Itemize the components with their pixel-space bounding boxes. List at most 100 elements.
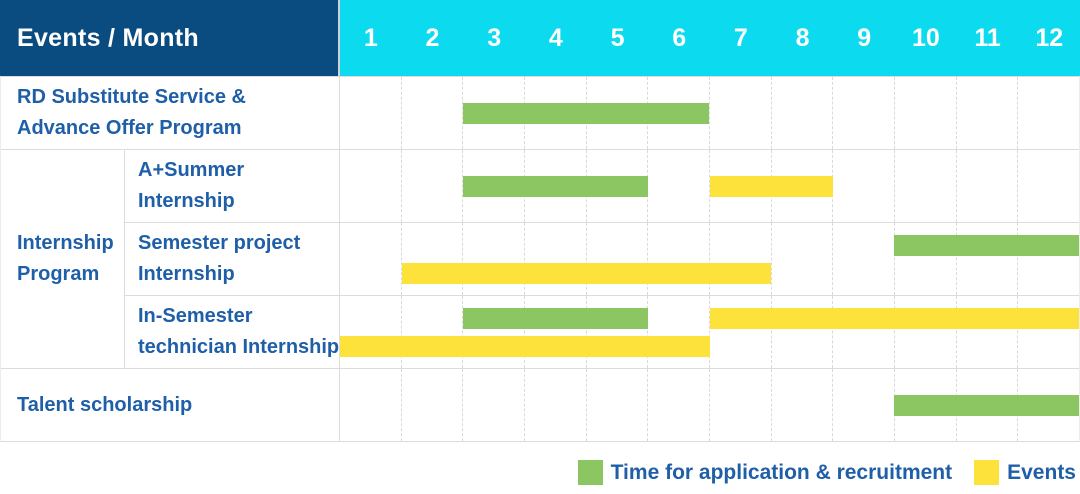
month-cell (585, 296, 648, 368)
row-label-cell: In-Semester technician Internship (125, 295, 340, 368)
month-header-cell: 9 (857, 23, 872, 52)
month-header-cell: 12 (1035, 23, 1064, 52)
month-cell (955, 77, 1018, 149)
recruitment-bar (463, 176, 648, 197)
month-cell (832, 223, 894, 295)
recruitment-bar (894, 395, 1079, 416)
month-cell (770, 223, 833, 295)
event-bar (709, 308, 1079, 329)
table-row: Internship Program Semester project Interns… (1, 222, 1079, 295)
group-cell (1, 295, 125, 368)
month-cell (340, 369, 401, 441)
legend-label-events: Events (1007, 460, 1076, 484)
month-cell (647, 369, 709, 441)
table-row: A+Summer Internship (1, 149, 1079, 222)
month-cell (955, 150, 1018, 222)
row-label: Advance Offer Program (17, 117, 242, 139)
gantt-body: RD Substitute Service & Advance Offer Pro… (0, 76, 1080, 442)
month-cell (585, 223, 648, 295)
row-timeline (340, 149, 1079, 222)
month-cell (832, 369, 894, 441)
event-bar (340, 336, 710, 357)
month-cell (770, 296, 833, 368)
row-label: A+Summer (138, 159, 245, 181)
legend-item-recruitment: Time for application & recruitment (577, 460, 953, 485)
month-cell (340, 150, 401, 222)
month-header-cell: 2 (425, 23, 440, 52)
row-timeline (340, 295, 1079, 368)
month-cell (832, 150, 894, 222)
month-cell (400, 77, 463, 149)
month-cell (400, 223, 463, 295)
month-cell (894, 77, 956, 149)
row-label-cell: A+Summer Internship (125, 149, 340, 222)
row-label-cell: Talent scholarship (1, 368, 340, 441)
month-header-cell: 11 (974, 23, 1001, 52)
month-header-cell: 6 (672, 23, 687, 52)
month-cell (462, 223, 524, 295)
month-cell (524, 296, 586, 368)
month-cell (709, 77, 771, 149)
month-cell (524, 369, 586, 441)
group-label: Program (17, 262, 100, 285)
legend-label-recruitment: Time for application & recruitment (610, 460, 953, 484)
month-cell (647, 223, 709, 295)
month-cell (709, 296, 771, 368)
month-cell (832, 296, 894, 368)
green-swatch-icon (577, 460, 603, 485)
month-cell (1017, 77, 1079, 149)
month-cell (770, 77, 833, 149)
recruitment-bar (463, 103, 710, 124)
month-cell (524, 223, 586, 295)
recruitment-bar (463, 308, 648, 329)
month-header-cells: 1 2 3 4 5 6 7 8 9 10 11 12 (340, 0, 1080, 76)
month-cell (647, 296, 709, 368)
event-bar (401, 263, 772, 284)
month-cell (955, 223, 1018, 295)
month-header-cell: 3 (487, 23, 502, 52)
group-cell (1, 149, 125, 222)
header-row: Events / Month 1 2 3 4 5 6 7 8 9 10 11 12 (0, 0, 1080, 76)
row-timeline (340, 368, 1079, 441)
month-cell (894, 150, 956, 222)
row-label-cell: Semester project Internship (125, 222, 340, 295)
legend: Time for application & recruitment Event… (0, 442, 1080, 485)
row-label: technician Internship (138, 336, 340, 358)
month-cell (709, 223, 771, 295)
row-label: Talent scholarship (17, 393, 193, 416)
row-timeline (340, 76, 1079, 149)
month-cell (400, 150, 463, 222)
month-cell (340, 223, 401, 295)
month-cell (709, 369, 771, 441)
row-label: Internship (138, 190, 235, 212)
month-header-cell: 5 (610, 23, 625, 52)
group-label: Internship (17, 231, 114, 254)
row-label: In-Semester (138, 305, 253, 327)
month-cell (462, 150, 524, 222)
table-row: In-Semester technician Internship (1, 295, 1079, 368)
row-label-cell: RD Substitute Service & Advance Offer Pro… (1, 76, 340, 149)
month-cell (340, 77, 401, 149)
header-title: Events / Month (0, 0, 340, 76)
month-cell (400, 296, 463, 368)
month-header-cell: 7 (733, 23, 748, 52)
month-cell (585, 369, 648, 441)
month-cell (894, 223, 956, 295)
month-cell (462, 77, 524, 149)
recruitment-bar (894, 235, 1079, 256)
month-cell (955, 296, 1018, 368)
month-header-cell: 10 (911, 23, 940, 52)
month-cell (462, 296, 524, 368)
month-cell (400, 369, 463, 441)
legend-item-events: Events (974, 460, 1076, 485)
group-cell: Internship Program (1, 222, 125, 295)
month-header-cell: 1 (363, 23, 378, 52)
month-cell (832, 77, 894, 149)
month-cell (462, 369, 524, 441)
table-row: RD Substitute Service & Advance Offer Pro… (1, 76, 1079, 149)
month-cell (340, 296, 401, 368)
month-header-cell: 4 (548, 23, 563, 52)
month-header-cell: 8 (795, 23, 810, 52)
row-label: Semester project (138, 232, 301, 254)
